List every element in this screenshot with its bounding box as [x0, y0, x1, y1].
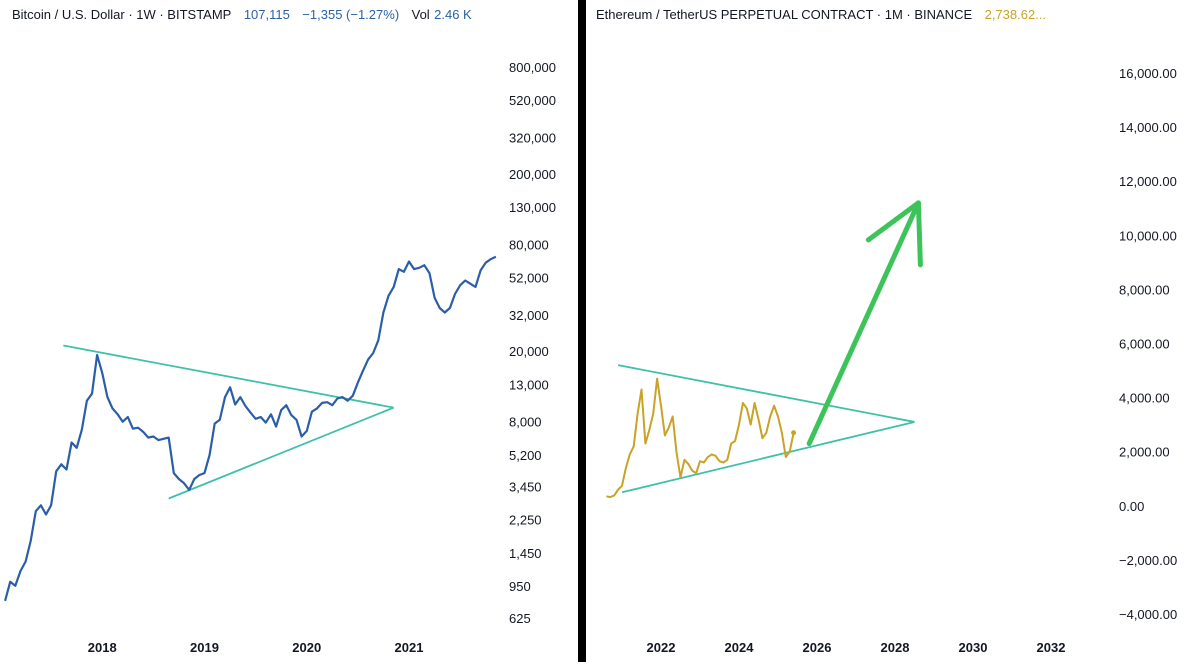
btc-change: −1,355 (−1.27%) — [302, 7, 399, 22]
eth-y-tick: 12,000.00 — [1119, 174, 1177, 189]
eth-y-tick: 0.00 — [1119, 499, 1144, 514]
panel-divider — [578, 0, 586, 662]
eth-trendline — [621, 421, 915, 494]
eth-y-tick: 16,000.00 — [1119, 66, 1177, 81]
eth-x-tick: 2026 — [803, 640, 832, 655]
eth-x-tick: 2030 — [959, 640, 988, 655]
btc-y-tick: 950 — [509, 579, 531, 594]
eth-x-tick: 2022 — [647, 640, 676, 655]
eth-x-tick: 2024 — [725, 640, 755, 655]
btc-y-tick: 625 — [509, 611, 531, 626]
eth-y-tick: 4,000.00 — [1119, 391, 1170, 406]
eth-y-tick: 6,000.00 — [1119, 337, 1170, 352]
eth-price-line — [606, 377, 795, 499]
eth-y-tick: 2,000.00 — [1119, 445, 1170, 460]
btc-y-tick: 8,000 — [509, 415, 542, 430]
eth-y-tick: −4,000.00 — [1119, 607, 1177, 622]
btc-y-tick: 200,000 — [509, 167, 556, 182]
eth-y-tick: −2,000.00 — [1119, 553, 1177, 568]
btc-y-tick: 2,250 — [509, 512, 542, 527]
eth-x-tick: 2032 — [1037, 640, 1066, 655]
btc-price-line — [4, 255, 497, 602]
btc-symbol: Bitcoin / U.S. Dollar · 1W · BITSTAMP — [12, 7, 231, 22]
btc-price: 107,115 — [244, 7, 290, 22]
btc-y-tick: 5,200 — [509, 448, 542, 463]
eth-x-tick: 2028 — [881, 640, 910, 655]
arrow-shaft — [806, 200, 921, 447]
btc-y-axis: 800,000 520,000 320,000 200,000 130,000 80,00… — [509, 60, 556, 626]
arrow-head — [865, 200, 923, 268]
eth-last-price-dot — [791, 430, 797, 436]
btc-x-tick: 2020 — [292, 640, 321, 655]
eth-header: Ethereum / TetherUS PERPETUAL CONTRACT ·… — [596, 6, 1046, 23]
eth-y-tick: 8,000.00 — [1119, 282, 1170, 297]
btc-y-tick: 3,450 — [509, 479, 542, 494]
btc-y-tick: 320,000 — [509, 131, 556, 146]
btc-y-tick: 32,000 — [509, 308, 549, 323]
btc-trendline — [168, 406, 394, 500]
eth-trendline — [617, 364, 915, 423]
btc-x-tick: 2018 — [88, 640, 117, 655]
btc-volume-label: Vol — [412, 7, 430, 22]
btc-y-tick: 20,000 — [509, 344, 549, 359]
btc-y-tick: 13,000 — [509, 377, 549, 392]
eth-y-axis: 16,000.00 14,000.00 12,000.00 10,000.00 8,00… — [1119, 66, 1177, 622]
eth-y-tick: 10,000.00 — [1119, 228, 1177, 243]
eth-x-axis: 2022 2024 2026 2028 2030 2032 — [647, 640, 1066, 655]
eth-panel: Ethereum / TetherUS PERPETUAL CONTRACT ·… — [596, 6, 1177, 655]
btc-y-tick: 1,450 — [509, 546, 542, 561]
btc-y-tick: 520,000 — [509, 93, 556, 108]
bullish-arrow — [806, 200, 923, 447]
btc-x-tick: 2019 — [190, 640, 219, 655]
eth-price: 2,738.62... — [985, 7, 1046, 22]
btc-y-tick: 800,000 — [509, 60, 556, 75]
btc-header: Bitcoin / U.S. Dollar · 1W · BITSTAMP 10… — [12, 6, 472, 23]
btc-y-tick: 52,000 — [509, 271, 549, 286]
btc-y-tick: 80,000 — [509, 237, 549, 252]
btc-panel: Bitcoin / U.S. Dollar · 1W · BITSTAMP 10… — [4, 6, 556, 655]
eth-symbol: Ethereum / TetherUS PERPETUAL CONTRACT ·… — [596, 7, 972, 22]
btc-y-tick: 130,000 — [509, 200, 556, 215]
eth-y-tick: 14,000.00 — [1119, 120, 1177, 135]
btc-x-tick: 2021 — [395, 640, 424, 655]
eth-trendlines — [617, 364, 915, 494]
btc-x-axis: 2018 2019 2020 2021 — [88, 640, 424, 655]
btc-volume-value: 2.46 K — [434, 7, 472, 22]
btc-trendlines — [63, 344, 394, 500]
